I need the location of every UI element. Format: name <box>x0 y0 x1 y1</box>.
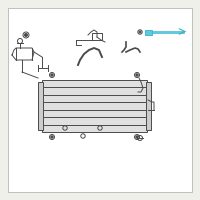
Circle shape <box>24 33 28 36</box>
Bar <box>146 82 151 130</box>
Bar <box>152 30 184 33</box>
Bar <box>42 80 147 132</box>
Circle shape <box>136 74 138 76</box>
Bar <box>145 30 152 35</box>
Circle shape <box>51 136 53 138</box>
Circle shape <box>136 136 138 138</box>
Circle shape <box>139 31 141 33</box>
Circle shape <box>51 74 53 76</box>
Bar <box>38 82 43 130</box>
